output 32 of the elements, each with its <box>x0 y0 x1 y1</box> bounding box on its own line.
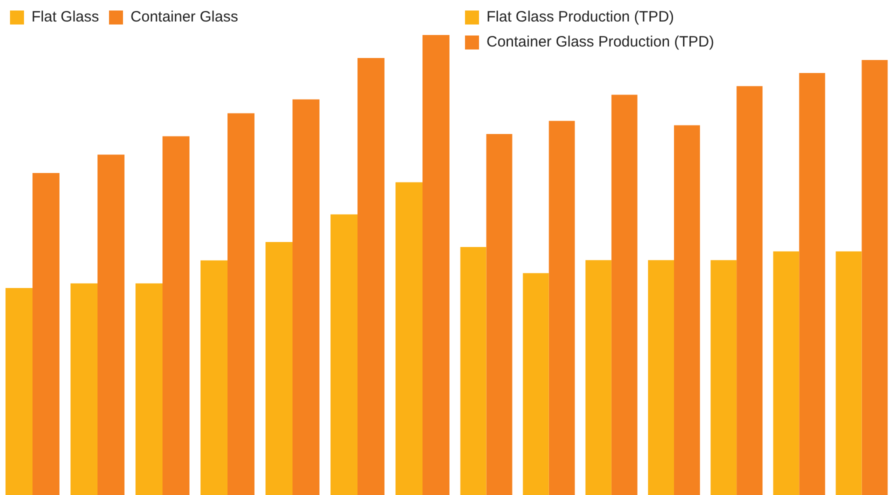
bar <box>522 273 549 495</box>
bar <box>486 134 512 495</box>
bar <box>799 73 826 495</box>
bar <box>460 247 486 495</box>
bar <box>710 260 737 495</box>
bar <box>611 94 638 495</box>
bar <box>292 99 320 495</box>
legend-label: Flat Glass Production (TPD) <box>486 8 674 26</box>
legend-label: Container Glass Production (TPD) <box>486 34 714 51</box>
bar <box>162 136 190 495</box>
bar <box>862 60 888 495</box>
bar <box>836 251 862 495</box>
bar <box>648 260 674 495</box>
bar <box>585 260 612 495</box>
bar <box>200 260 228 495</box>
bar <box>228 113 254 495</box>
bar <box>136 283 162 495</box>
bar <box>773 251 800 495</box>
bar <box>32 173 60 495</box>
bar <box>548 120 575 495</box>
bar <box>358 58 384 495</box>
bar <box>674 125 700 495</box>
bar <box>422 35 450 495</box>
bar <box>736 86 763 495</box>
legend-label: Container Glass <box>130 8 238 26</box>
bar <box>6 288 32 495</box>
bar <box>396 182 422 495</box>
bar <box>98 154 124 495</box>
bar <box>330 214 358 495</box>
legend-label: Flat Glass <box>32 8 100 26</box>
bar <box>70 283 98 495</box>
bar <box>266 242 292 495</box>
